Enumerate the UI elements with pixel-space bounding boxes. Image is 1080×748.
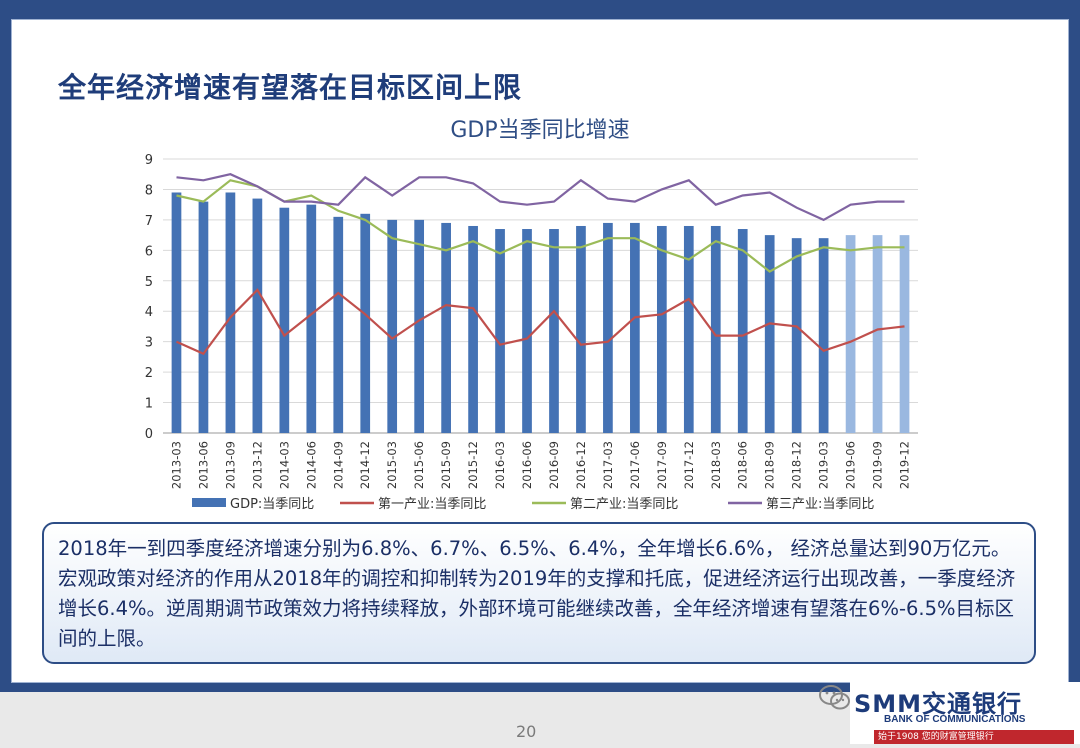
x-tick-label: 2014-06: [304, 441, 318, 489]
y-tick-label: 1: [145, 397, 153, 412]
bar: [899, 235, 910, 433]
x-tick-label: 2019-06: [844, 441, 858, 489]
x-tick-label: 2013-03: [169, 441, 183, 489]
legend-swatch: [192, 498, 226, 507]
bar: [845, 235, 856, 433]
page-number: 20: [516, 722, 537, 741]
y-tick-label: 6: [145, 244, 153, 259]
x-tick-label: 2016-06: [520, 441, 534, 489]
x-tick-label: 2017-06: [628, 441, 642, 489]
brand-name: SMM交通银行: [854, 690, 1023, 718]
bar: [468, 225, 478, 433]
series-line: [176, 179, 905, 273]
x-tick-label: 2019-09: [871, 441, 885, 489]
legend-label: 第二产业:当季同比: [570, 497, 678, 512]
brand-english-name: BANK OF COMMUNICATIONS: [884, 714, 1026, 725]
x-tick-label: 2013-12: [250, 441, 264, 489]
bar: [387, 219, 398, 433]
y-tick-label: 3: [145, 336, 153, 351]
series-line: [176, 288, 905, 356]
bar: [576, 225, 586, 433]
x-tick-label: 2017-12: [682, 441, 696, 489]
chart-title: GDP当季同比增速: [450, 118, 630, 143]
x-tick-label: 2019-12: [898, 441, 912, 489]
wechat-icon: [819, 685, 850, 710]
x-tick-label: 2015-03: [385, 441, 399, 489]
bar: [656, 225, 667, 433]
legend-label: GDP:当季同比: [230, 497, 314, 512]
bar: [791, 238, 802, 433]
bar: [683, 225, 694, 433]
bar: [818, 238, 829, 433]
bar: [306, 204, 317, 433]
x-tick-label: 2019-03: [817, 441, 831, 489]
x-tick-label: 2015-06: [412, 441, 426, 489]
bar: [225, 192, 236, 433]
brand-slogan: 始于1908 您的财富管理银行: [874, 730, 1074, 744]
legend-label: 第一产业:当季同比: [378, 497, 486, 512]
x-tick-label: 2017-03: [601, 441, 615, 489]
x-tick-label: 2016-12: [574, 441, 588, 489]
bar: [872, 235, 883, 433]
bar: [549, 229, 559, 433]
x-tick-label: 2018-09: [763, 441, 777, 489]
x-tick-label: 2017-09: [655, 441, 669, 489]
bar: [252, 198, 263, 433]
x-tick-label: 2018-06: [736, 441, 750, 489]
slide-title: 全年经济增速有望落在目标区间上限: [58, 71, 523, 104]
y-tick-label: 2: [145, 366, 153, 381]
bar: [630, 222, 640, 433]
legend-label: 第三产业:当季同比: [766, 497, 874, 512]
y-tick-label: 7: [145, 214, 153, 229]
x-tick-label: 2014-03: [277, 441, 291, 489]
x-tick-label: 2018-12: [790, 441, 804, 489]
summary-callout: 2018年一到四季度经济增速分别为6.8%、6.7%、6.5%、6.4%，全年增…: [42, 522, 1036, 664]
y-tick-label: 8: [145, 183, 153, 198]
x-tick-label: 2018-03: [709, 441, 723, 489]
series-line: [176, 173, 905, 222]
bar: [764, 235, 775, 433]
y-tick-label: 9: [145, 153, 153, 168]
x-tick-label: 2013-06: [196, 441, 210, 489]
bar: [710, 225, 721, 433]
bar: [441, 222, 451, 433]
y-tick-label: 5: [145, 275, 153, 290]
bar: [279, 207, 290, 433]
bar: [198, 201, 209, 433]
bar: [495, 229, 505, 433]
x-tick-label: 2014-09: [331, 441, 345, 489]
bar: [603, 222, 613, 433]
bar: [333, 216, 344, 433]
x-tick-label: 2013-09: [223, 441, 237, 489]
brand-watermark: SMM交通银行 BANK OF COMMUNICATIONS 始于1908 您的…: [808, 682, 1080, 748]
x-tick-label: 2014-12: [358, 441, 372, 489]
bar: [737, 229, 748, 433]
bar: [522, 229, 532, 433]
x-tick-label: 2015-09: [439, 441, 453, 489]
gdp-chart: 0 1 2 3 4 5 6 7 8 9 2013-03 2013-06 2013-09 2013-12 20…: [145, 153, 918, 512]
y-tick-label: 0: [145, 427, 153, 442]
bar: [171, 192, 182, 433]
y-tick-label: 4: [145, 305, 153, 320]
bar: [414, 219, 425, 433]
bar: [360, 213, 371, 433]
x-tick-label: 2016-03: [493, 441, 507, 489]
x-tick-label: 2015-12: [466, 441, 480, 489]
x-tick-label: 2016-09: [547, 441, 561, 489]
